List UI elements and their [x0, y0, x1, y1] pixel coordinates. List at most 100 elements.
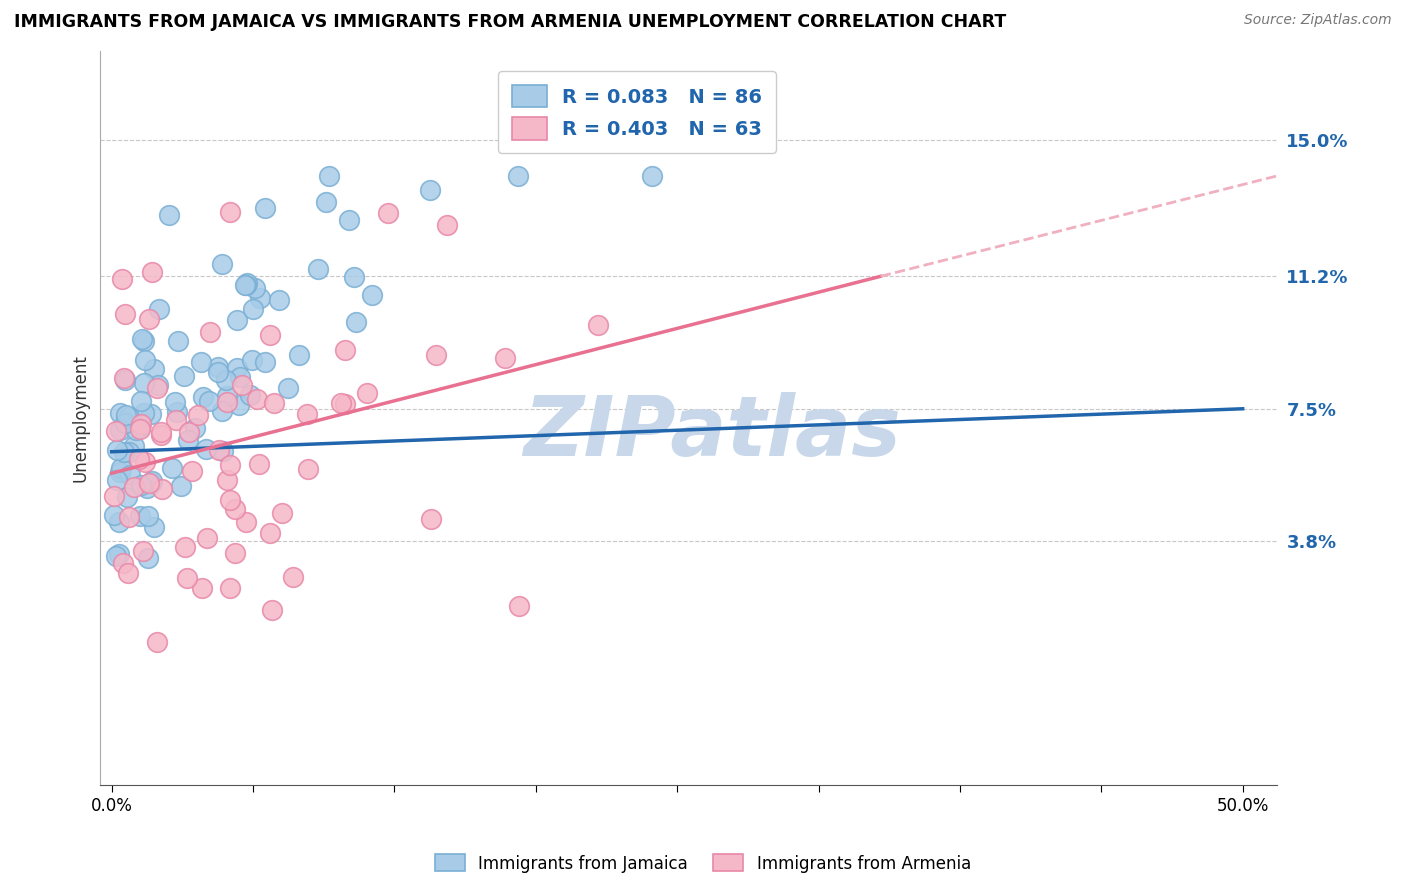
Point [125, 423, 148, 437]
Point [224, 546, 246, 560]
Point [110, 406, 132, 420]
Point [150, 425, 173, 440]
Point [208, 443, 231, 458]
Point [134, 455, 156, 469]
Point [297, 407, 319, 421]
Point [287, 348, 309, 362]
Point [249, 291, 271, 305]
Point [160, 460, 183, 475]
Point [108, 465, 131, 479]
Point [218, 493, 240, 508]
Point [134, 376, 156, 391]
Point [108, 515, 131, 529]
Point [184, 421, 207, 435]
Point [425, 348, 447, 362]
Point [194, 442, 217, 456]
Point [145, 634, 167, 648]
Point [122, 480, 145, 494]
Point [138, 551, 160, 566]
Point [235, 277, 257, 292]
Point [242, 302, 264, 317]
Point [170, 479, 193, 493]
Point [103, 489, 125, 503]
Point [181, 464, 204, 478]
Point [103, 508, 125, 523]
Point [231, 377, 253, 392]
Point [138, 475, 160, 490]
Point [115, 408, 138, 422]
Point [143, 520, 166, 534]
Point [329, 395, 352, 409]
Point [419, 183, 441, 197]
Point [108, 548, 131, 562]
Point [131, 332, 153, 346]
Point [108, 423, 131, 437]
Point [339, 212, 361, 227]
Point [224, 501, 246, 516]
Point [114, 373, 136, 387]
Point [150, 428, 173, 442]
Point [247, 457, 270, 471]
Point [129, 422, 152, 436]
Point [129, 509, 152, 524]
Point [110, 461, 132, 475]
Point [219, 458, 242, 472]
Point [269, 293, 291, 308]
Point [132, 334, 155, 348]
Point [134, 352, 156, 367]
Point [190, 355, 212, 369]
Point [150, 483, 173, 497]
Point [260, 602, 283, 616]
Point [207, 365, 229, 379]
Point [588, 318, 610, 332]
Point [360, 287, 382, 301]
Point [243, 281, 266, 295]
Point [163, 394, 186, 409]
Point [436, 218, 458, 232]
Point [146, 381, 169, 395]
Point [641, 169, 664, 183]
Point [131, 543, 153, 558]
Point [118, 467, 141, 482]
Point [105, 473, 128, 487]
Point [114, 417, 136, 431]
Point [211, 444, 233, 458]
Point [263, 396, 285, 410]
Point [141, 407, 163, 421]
Point [129, 393, 152, 408]
Point [174, 540, 197, 554]
Point [111, 272, 134, 286]
Point [105, 549, 128, 563]
Point [141, 265, 163, 279]
Point [235, 277, 257, 292]
Point [117, 490, 139, 504]
Point [166, 405, 188, 419]
Point [335, 397, 357, 411]
Point [356, 385, 378, 400]
Point [104, 424, 127, 438]
Point [254, 354, 277, 368]
Point [177, 433, 200, 447]
Point [112, 444, 135, 458]
Point [187, 408, 209, 422]
Point [226, 313, 249, 327]
Point [135, 481, 157, 495]
Y-axis label: Unemployment: Unemployment [72, 354, 89, 482]
Legend: R = 0.083   N = 86, R = 0.403   N = 63: R = 0.083 N = 86, R = 0.403 N = 63 [498, 71, 776, 153]
Point [315, 194, 337, 209]
Point [235, 515, 257, 529]
Point [207, 359, 229, 374]
Point [218, 204, 240, 219]
Point [238, 388, 260, 402]
Point [254, 201, 277, 215]
Point [173, 368, 195, 383]
Point [217, 388, 239, 402]
Point [225, 361, 247, 376]
Point [270, 507, 292, 521]
Point [193, 390, 215, 404]
Point [307, 262, 329, 277]
Text: Source: ZipAtlas.com: Source: ZipAtlas.com [1244, 13, 1392, 28]
Point [114, 307, 136, 321]
Point [236, 277, 259, 291]
Point [198, 393, 221, 408]
